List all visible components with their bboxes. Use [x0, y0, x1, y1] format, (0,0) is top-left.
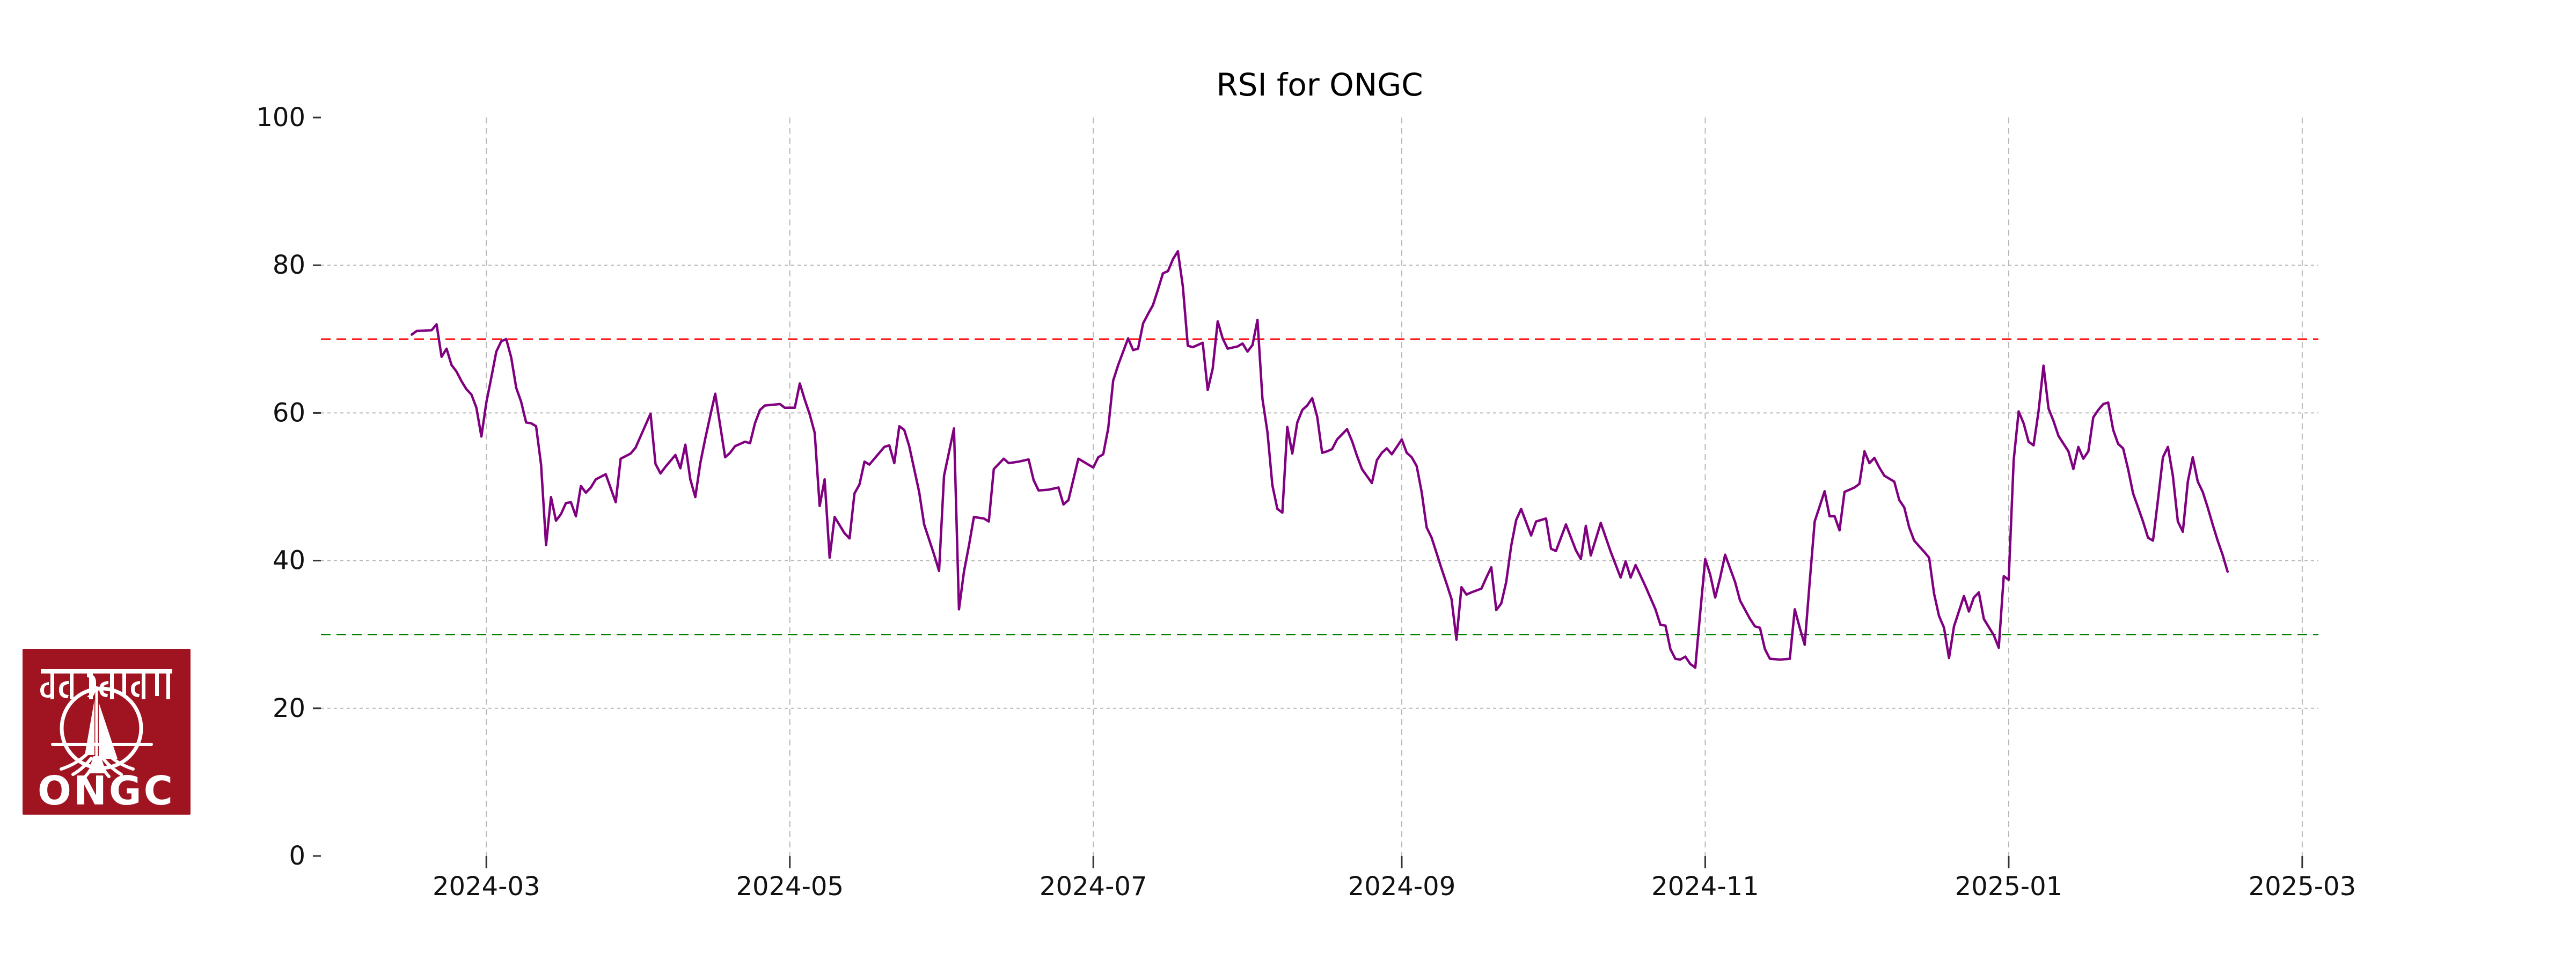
x-tick-label-2025-01: 2025-01: [1955, 872, 2063, 902]
ongc-hindi-wordmark-text: ओएनजीसी: [49, 671, 164, 703]
ongc-derrick-emblem-icon: [51, 686, 153, 778]
x-tick-label-2024-07: 2024-07: [1040, 872, 1147, 902]
ongc-latin-wordmark: ONGC: [38, 768, 175, 814]
x-tick-label-2025-03: 2025-03: [2249, 872, 2357, 902]
y-tick-label-80: 80: [273, 250, 305, 280]
ongc-logo: ओएनजीसी ONGC: [23, 649, 191, 815]
y-tick-label-0: 0: [289, 841, 305, 871]
y-tick-label-100: 100: [256, 103, 305, 133]
x-tick-label-2024-09: 2024-09: [1348, 872, 1456, 902]
y-tick-label-40: 40: [273, 546, 305, 576]
x-tick-label-2024-05: 2024-05: [736, 872, 844, 902]
y-tick-label-20: 20: [273, 693, 305, 723]
ongc-hindi-wordmark-icon: ओएनजीसी: [40, 669, 172, 703]
rsi-series-line: [410, 250, 2229, 669]
chart-title: RSI for ONGC: [1216, 67, 1423, 103]
x-tick-label-2024-03: 2024-03: [433, 872, 540, 902]
x-tick-label-2024-11: 2024-11: [1651, 872, 1759, 902]
y-tick-label-60: 60: [273, 398, 305, 428]
